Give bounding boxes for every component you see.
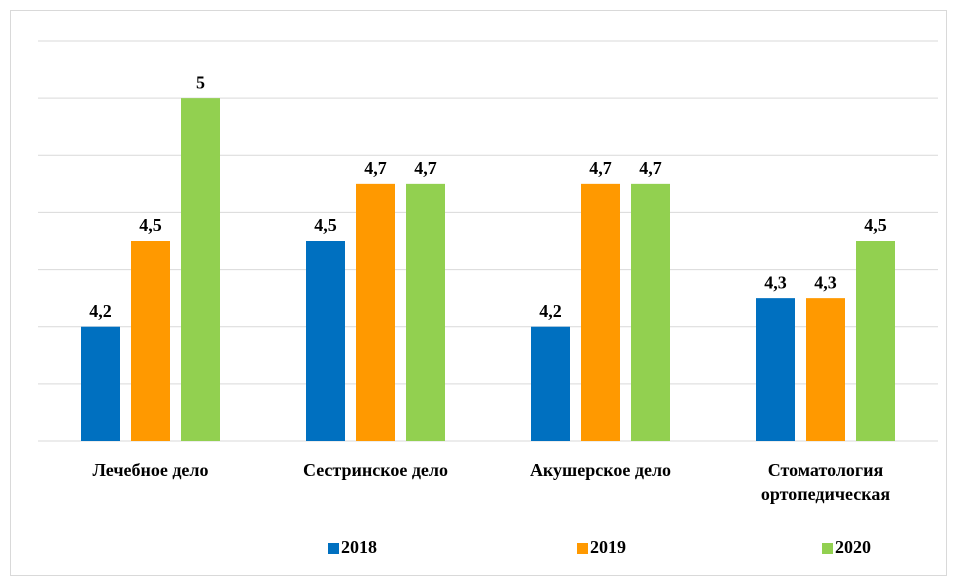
x-tick-label: Стоматология ортопедическая <box>760 460 891 504</box>
data-label: 4,7 <box>639 158 662 178</box>
data-label: 4,7 <box>364 158 387 178</box>
bar <box>806 298 845 441</box>
data-label: 4,5 <box>314 215 337 235</box>
legend-swatch <box>822 543 833 554</box>
data-label: 4,5 <box>864 215 887 235</box>
data-label: 4,7 <box>589 158 612 178</box>
bar <box>306 241 345 441</box>
bar <box>406 183 445 441</box>
bar <box>81 326 120 441</box>
legend-swatch <box>328 543 339 554</box>
x-tick-label: Акушерское дело <box>529 460 672 480</box>
data-label: 4,5 <box>139 215 162 235</box>
bar <box>756 298 795 441</box>
legend-label: 2020 <box>835 537 871 557</box>
data-label: 5 <box>196 72 205 92</box>
x-tick-label: Лечебное дело <box>92 460 209 480</box>
legend-label: 2019 <box>590 537 626 557</box>
legend-label: 2018 <box>341 537 377 557</box>
bar <box>581 183 620 441</box>
x-tick-label: Сестринское дело <box>302 460 449 480</box>
bar <box>181 98 220 442</box>
bar <box>356 183 395 441</box>
bar <box>856 241 895 441</box>
bar <box>631 183 670 441</box>
legend-swatch <box>577 543 588 554</box>
bar <box>531 326 570 441</box>
data-label: 4,2 <box>89 301 112 321</box>
data-label: 4,2 <box>539 301 562 321</box>
bar <box>131 241 170 441</box>
chart-border <box>10 10 947 576</box>
data-label: 4,3 <box>764 272 787 292</box>
data-label: 4,3 <box>814 272 837 292</box>
data-label: 4,7 <box>414 158 437 178</box>
